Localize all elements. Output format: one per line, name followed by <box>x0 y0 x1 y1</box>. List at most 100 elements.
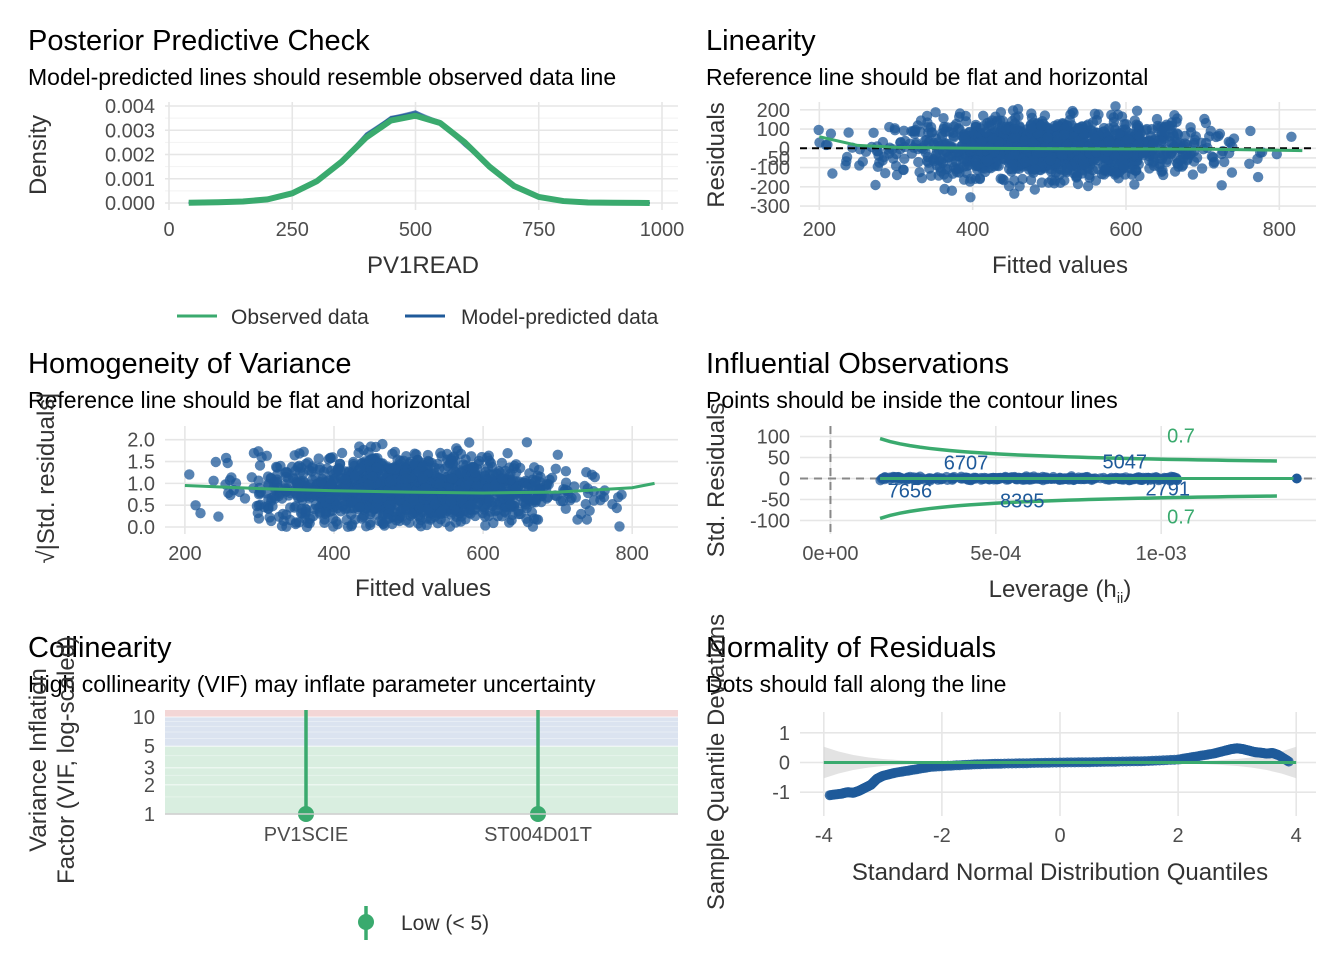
col-xtick: ST004D01T <box>484 824 592 846</box>
lin-point <box>946 185 958 196</box>
hov-point <box>306 466 317 477</box>
lin-point <box>1045 154 1056 166</box>
hov-point <box>332 519 343 530</box>
qq-xtick: -2 <box>933 825 951 847</box>
hov-point <box>560 466 572 477</box>
ppc-ytick: 0.003 <box>105 120 155 142</box>
hov-point <box>310 499 321 510</box>
panel-influential: Influential Observations Points should b… <box>703 348 1316 607</box>
col-ytick: 3 <box>144 758 155 780</box>
hov-point <box>253 446 264 457</box>
hov-subtitle: Reference line should be flat and horizo… <box>28 387 470 413</box>
lin-point <box>1017 173 1028 185</box>
lin-point <box>928 155 940 167</box>
inf-point-label: 6707 <box>944 453 989 475</box>
ppc-predicted-draw-line <box>188 111 650 204</box>
hov-point <box>456 494 468 505</box>
inf-ytick: -50 <box>761 490 790 512</box>
lin-point <box>827 168 838 179</box>
lin-point <box>1030 164 1041 175</box>
legend-low-key-point <box>358 914 374 930</box>
hov-point <box>406 508 417 519</box>
hov-point <box>408 495 419 506</box>
lin-point <box>1093 109 1104 120</box>
hov-point <box>374 516 385 527</box>
lin-point <box>970 160 981 172</box>
hov-point <box>586 469 598 480</box>
hov-point <box>502 448 513 459</box>
lin-point <box>1062 163 1073 174</box>
lin-point <box>976 136 987 148</box>
hov-point <box>521 437 533 448</box>
hov-point <box>444 521 456 532</box>
col-ytick: 1 <box>144 804 155 826</box>
hov-point <box>333 464 344 476</box>
hov-point <box>326 479 337 490</box>
hov-ytick: 0.0 <box>127 517 155 539</box>
lin-point <box>857 156 868 167</box>
panel-linearity: Linearity Reference line should be flat … <box>703 25 1316 279</box>
lin-smooth-line <box>819 135 1303 153</box>
inf-point-label: 2791 <box>1146 479 1191 501</box>
hov-point <box>466 451 477 462</box>
hov-point <box>385 463 397 474</box>
hov-point <box>208 475 219 486</box>
hov-point <box>434 478 445 489</box>
hov-point <box>272 478 283 490</box>
lin-point <box>1129 179 1140 190</box>
lin-xtick: 600 <box>1109 219 1142 241</box>
lin-title: Linearity <box>706 25 816 57</box>
hov-point <box>314 508 326 519</box>
hov-point <box>472 498 483 509</box>
lin-point <box>840 160 851 171</box>
lin-point <box>1219 156 1230 168</box>
lin-ytick: 100 <box>757 119 790 141</box>
inf-xtick: 0e+00 <box>802 543 858 565</box>
ppc-xtick: 250 <box>276 219 309 241</box>
lin-point <box>1042 132 1053 143</box>
ppc-ytick: 0.004 <box>105 96 155 118</box>
col-ytick: 5 <box>144 736 155 758</box>
lin-point <box>1252 171 1264 183</box>
lin-point <box>1199 113 1210 125</box>
hov-point <box>560 477 572 488</box>
lin-point <box>1003 180 1015 192</box>
hov-point <box>460 480 471 492</box>
lin-point <box>1071 171 1082 182</box>
hov-point <box>294 448 305 459</box>
lin-point <box>1089 133 1101 144</box>
hov-point <box>327 452 338 463</box>
lin-point <box>1151 113 1163 125</box>
lin-point <box>1122 148 1133 159</box>
lin-point <box>880 168 891 179</box>
hov-point <box>522 493 533 504</box>
hov-point <box>520 481 531 493</box>
hov-point <box>302 457 314 468</box>
hov-point <box>613 492 624 503</box>
hov-point <box>458 505 469 517</box>
col-xtick: PV1SCIE <box>264 824 348 846</box>
hov-point <box>526 507 538 518</box>
panel-homogeneity: Homogeneity of Variance Reference line s… <box>28 348 678 602</box>
lin-point <box>1033 147 1045 158</box>
hov-point <box>280 467 291 478</box>
col-y-label-line2: Factor (VIF, log-scaled) <box>53 636 80 884</box>
lin-point <box>1149 135 1160 146</box>
hov-point <box>278 515 289 527</box>
lin-ytick: -50 <box>761 148 790 170</box>
ppc-predicted-draw-line <box>188 114 650 204</box>
lin-point <box>899 135 911 147</box>
hov-point <box>391 515 402 526</box>
hov-point <box>253 513 265 524</box>
hov-point <box>400 473 411 484</box>
hov-point <box>422 449 434 461</box>
inf-subtitle: Points should be inside the contour line… <box>706 387 1118 413</box>
lin-point <box>1007 159 1018 170</box>
lin-ytick: 0 <box>779 138 790 160</box>
lin-point <box>1110 167 1121 179</box>
lin-point <box>841 151 853 163</box>
lin-point <box>987 133 998 144</box>
lin-point <box>1216 180 1227 191</box>
legend-observed-label: Observed data <box>231 306 369 329</box>
